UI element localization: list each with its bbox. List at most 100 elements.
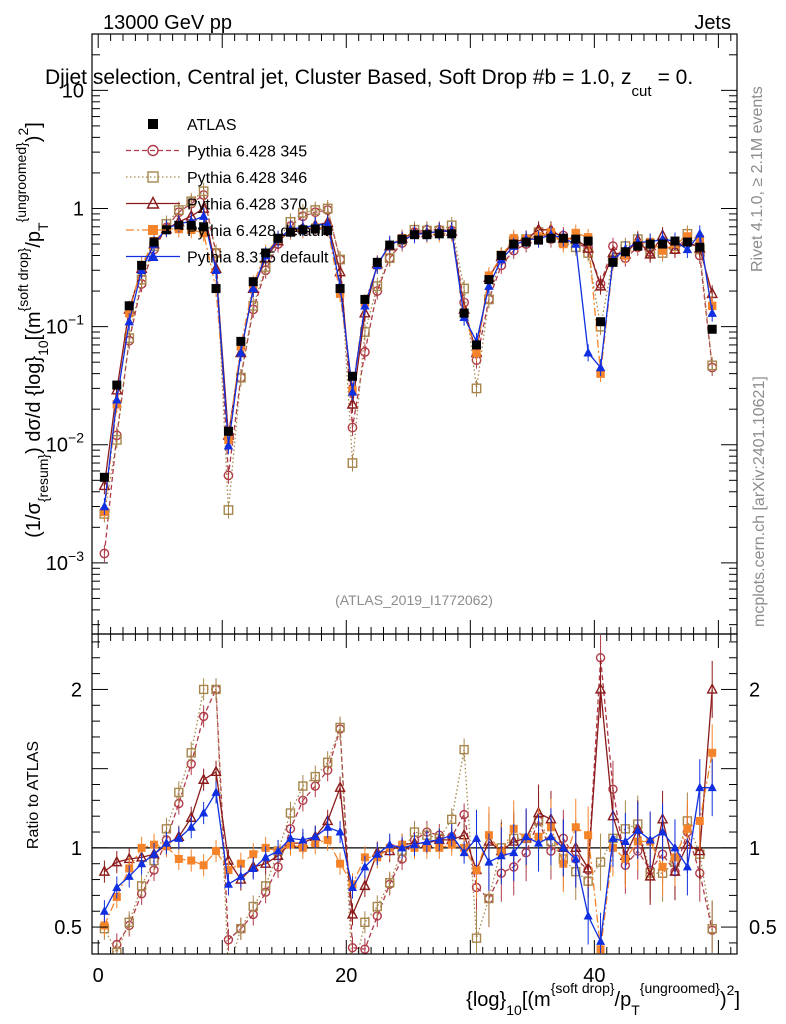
y-axis-label-part: T: [35, 222, 51, 231]
svg-text:(1/σ{resum}) dσ/d {log}10[(m{s: (1/σ{resum}) dσ/d {log}10[(m{soft drop}/…: [13, 122, 51, 538]
data-point-p6def: [658, 246, 667, 255]
ratio-point-p8def: [112, 882, 122, 891]
legend-marker-p346: [147, 171, 159, 183]
y-tick-label-base: 10: [46, 435, 68, 457]
data-point-atlas: [496, 250, 506, 260]
x-axis-label-part: /p: [615, 989, 632, 1011]
data-point-atlas: [695, 242, 705, 252]
ratio-point-p6def: [336, 859, 345, 868]
data-point-p6def: [199, 228, 208, 238]
legend-marker-atlas: [148, 119, 158, 129]
ratio-point-p8def: [608, 833, 618, 842]
chart-title: Djiet selection, Central jet, Cluster Ba…: [45, 66, 693, 100]
data-point-p8def: [236, 347, 246, 357]
data-point-atlas: [546, 233, 556, 243]
ratio-point-p8def: [347, 882, 357, 891]
ratio-point-p346: [174, 787, 184, 798]
data-point-atlas: [658, 239, 668, 249]
ratio-point-p8def: [285, 833, 295, 842]
y-tick-label: 10: [62, 80, 84, 102]
rivet-version-label: Rivet 4.1.0, ≥ 2.1M events: [749, 86, 766, 272]
data-point-atlas: [298, 225, 308, 235]
ratio-point-p346: [459, 744, 469, 755]
data-point-p6def: [571, 228, 580, 238]
ratio-point-p345: [360, 944, 370, 954]
y-axis-label-part: [(m: [23, 311, 45, 340]
legend-marker-p345: [147, 144, 159, 157]
data-point-atlas: [410, 230, 419, 240]
data-point-atlas: [261, 248, 271, 258]
ratio-point-p346: [260, 881, 271, 891]
ratio-point-p6def: [323, 835, 332, 844]
data-point-atlas: [459, 308, 469, 318]
y-tick-label: 1: [73, 198, 84, 220]
ratio-point-p8def: [484, 857, 494, 866]
data-point-p6def: [683, 232, 692, 241]
data-point-p346: [310, 205, 321, 215]
data-point-p8def: [484, 280, 494, 290]
ratio-point-p8def: [199, 808, 209, 817]
y-axis-label-part: ]: [23, 122, 45, 128]
data-point-atlas: [372, 257, 382, 267]
ratio-point-p8def: [472, 833, 482, 842]
ratio-point-p346: [298, 781, 308, 791]
main-panel-plot: [98, 182, 719, 563]
ratio-line-p345: [111, 657, 713, 954]
ratio-point-p8def: [335, 827, 345, 836]
ratio-point-p6def: [174, 854, 183, 863]
ratio-point-p6def: [695, 816, 704, 825]
ratio-point-p8def: [546, 831, 556, 841]
data-point-p346: [186, 196, 197, 207]
data-point-atlas: [509, 239, 519, 249]
ratio-point-p370: [594, 682, 607, 694]
x-tick-label: 20: [335, 965, 357, 987]
ratio-point-p370: [359, 879, 371, 891]
ratio-point-p8def: [459, 847, 469, 857]
data-layer: [92, 182, 737, 954]
legend-label-p345: Pythia 6.428 345: [187, 144, 307, 161]
data-point-atlas: [633, 241, 643, 251]
energy-label: 13000 GeV pp: [103, 12, 232, 34]
ratio-point-p8def: [658, 827, 668, 836]
legend-label-p6def: Pythia 6.428 default: [187, 223, 329, 240]
ratio-point-p346: [384, 878, 395, 888]
ratio-axis-label: Ratio to ATLAS: [25, 741, 42, 849]
ratio-point-p370: [346, 907, 359, 919]
ratio-point-p6def: [137, 843, 146, 852]
data-point-p8def: [682, 244, 693, 254]
ratio-point-p8def: [124, 871, 134, 880]
ratio-point-p8def: [670, 842, 680, 852]
ratio-point-p8def: [223, 879, 233, 888]
mcplots-label: mcplots.cern.ch [arXiv:2401.10621]: [751, 376, 768, 627]
ratio-point-p8def: [372, 849, 382, 858]
data-point-p8def: [595, 362, 606, 372]
data-point-atlas: [608, 257, 618, 267]
ratio-point-p346: [248, 901, 258, 912]
ratio-point-p346: [471, 933, 482, 943]
ratio-point-p8def: [211, 787, 221, 796]
data-point-p370: [644, 247, 657, 259]
ratio-point-p8def: [186, 822, 196, 831]
process-label: Jets: [694, 12, 731, 34]
ratio-point-p6def: [236, 859, 245, 868]
ratio-point-p346: [372, 901, 382, 912]
data-point-p346: [223, 505, 234, 515]
data-point-p8def: [707, 307, 717, 317]
ratio-point-p370: [644, 869, 656, 881]
data-point-p346: [372, 281, 383, 292]
ratio-point-p370: [694, 844, 706, 856]
data-point-p8def: [223, 440, 234, 450]
data-point-atlas: [273, 233, 283, 243]
ratio-point-p8def: [248, 863, 258, 872]
data-point-atlas: [137, 260, 147, 270]
data-point-p8def: [347, 386, 358, 396]
ratio-point-p346: [595, 857, 606, 867]
ratio-point-p6def: [100, 921, 109, 930]
y-axis-label-part: ) dσ/d {log}: [23, 356, 45, 454]
ratio-tick-label-right: 0.5: [749, 917, 777, 939]
data-point-atlas: [236, 336, 246, 346]
data-point-p8def: [198, 211, 209, 220]
ratio-point-p8def: [161, 838, 171, 847]
data-point-atlas: [211, 284, 221, 294]
